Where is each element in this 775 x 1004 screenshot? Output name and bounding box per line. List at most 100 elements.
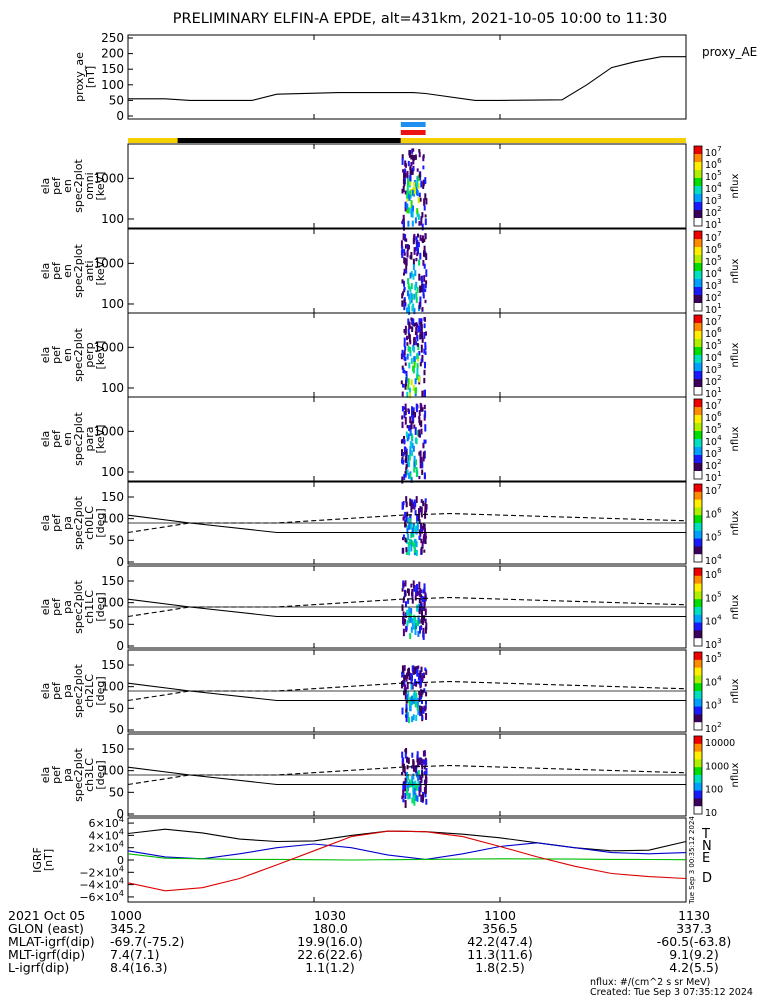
spectrogram-cell [422,165,425,170]
footer-value: 1130 [678,908,710,923]
spectrogram-cell [401,252,404,259]
spectrogram-cell [420,538,423,544]
spectrogram-cell [404,782,407,789]
spectrogram-cell [402,501,405,506]
spectrogram-cell [404,473,407,478]
spectrogram-cell [419,252,422,260]
spectrogram-cell [419,712,422,717]
colorbar-band [694,239,702,248]
proxy-ae-ylabel: proxy_ae[nT] [73,52,97,102]
units-note: nflux: #/(cm^2 s sr MeV) [590,977,711,988]
spectrogram-cell [408,792,411,799]
spectrogram-cell [409,166,412,171]
spectrogram-cell [413,766,415,772]
colorbar-band [694,722,702,731]
y-tick-label: 50 [109,533,124,547]
spectrogram-cell [404,346,407,351]
spectrogram-cell [402,291,404,296]
colorbar-band [694,371,702,380]
spectrogram-cell [409,286,412,293]
axis-label: pef [50,345,63,364]
spectrogram-cell [411,527,414,534]
spectrogram-cell [413,619,416,626]
spectrogram-cell [403,257,406,264]
spectrogram-cell [404,325,407,334]
igrf-E-line [127,853,687,861]
footer-value: 1000 [110,908,142,923]
spectrogram-cell [412,205,414,212]
proxy-ae-line [128,56,686,101]
colorbar-band [694,607,702,616]
status-marker [400,130,426,135]
spectrogram-cell [408,194,411,201]
spectrogram-cell [404,206,407,212]
colorbar-band [694,630,702,639]
spectrogram-cell [407,306,410,312]
spectrogram-cell [413,233,416,241]
spectrogram-cell [424,299,427,304]
axis-label: pef [50,429,63,448]
spectrogram-cell [408,362,411,369]
spectrogram-cell [424,707,427,712]
spectrogram-cell [418,694,421,702]
spectrogram-cell [402,367,405,373]
colorbar-tick: 104 [705,613,722,628]
footer-row: L-igrf(dip) 8.4(16.3) 1.1(1.2) 1.8(2.5) 4.2(… [8,961,768,974]
colorbar-band [694,714,702,723]
footer-row-label: L-igrf(dip) [8,960,70,975]
spectrogram-cell [411,780,414,787]
spectrogram-cell [405,547,408,553]
spectrogram-cell [407,712,410,719]
spectrogram-cell [404,674,407,680]
spectrogram-cell [411,591,413,597]
spectrogram-cell [409,350,412,357]
colorbar-band [694,652,702,661]
spectrogram-cell [402,767,405,773]
spectrogram-cell [405,699,408,704]
spectrogram-cell [414,701,417,708]
spectrogram-cell [401,458,403,464]
colorbar-band [694,463,702,472]
spectrogram-cell [420,689,423,695]
spectrogram-cell [403,439,406,444]
spectrogram-cell [408,152,411,158]
colorbar-tick: 106 [705,325,722,340]
spectrogram-burst [400,317,427,399]
spectrogram-cell [415,459,417,466]
colorbar-band [694,339,702,348]
spectrogram-cell [415,794,418,801]
colorbar-band [694,546,702,555]
spectrogram-cell [407,472,410,479]
spectrogram-cell [406,181,409,188]
spectrogram-cell [411,618,414,625]
spectrogram-cell [407,178,409,185]
spectrogram-cell [413,787,416,794]
colorbar-tick: 104 [705,349,722,364]
spectrogram-cell [408,334,411,342]
colorbar-band [694,751,702,760]
colorbar-band [694,806,702,815]
footer-value: 1100 [484,908,516,923]
spectrogram-cell [403,435,405,440]
spectrogram-cell [412,669,415,675]
spectrogram-cell [401,279,404,284]
colorbar-tick: 102 [705,204,722,219]
spectrogram-cell [410,200,413,207]
spectrogram-cell [403,272,405,276]
colorbar-band [694,455,702,464]
spectrogram-cell [421,469,424,475]
spectrogram-cell [407,545,410,552]
colorbar-band [694,387,702,396]
spectrogram-cell [413,623,416,630]
spectrogram-cell [424,218,427,226]
spectrogram-cell [424,177,427,185]
spectrogram-cell [419,362,422,367]
y-tick-label: 150 [101,62,124,76]
spectrogram-cell [413,293,416,300]
spectrogram-burst [401,148,428,231]
spectrogram-cell [406,250,409,258]
spectrogram-cell [403,446,406,452]
spectrogram-cell [417,780,420,787]
